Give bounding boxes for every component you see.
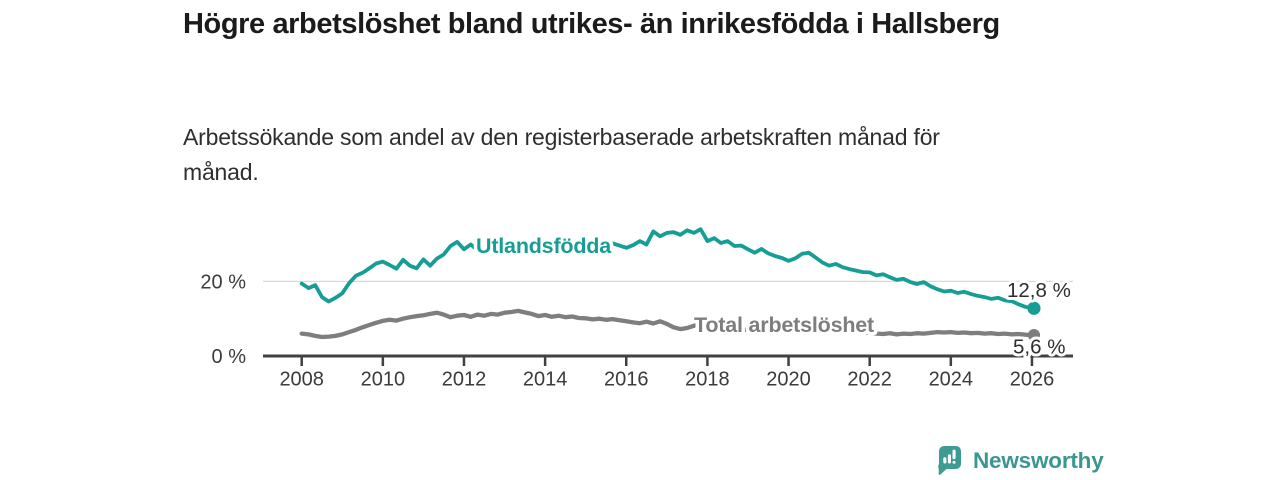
series-end-dot-utlandsfodda <box>1027 301 1041 315</box>
chart-title: Högre arbetslöshet bland utrikes- än inr… <box>183 8 1000 40</box>
x-axis-tick-label: 2016 <box>604 369 649 391</box>
x-axis-tick-label: 2018 <box>685 369 730 391</box>
series-end-value-label-utlandsfodda: 12,8 % <box>1007 279 1071 302</box>
x-axis-tick-label: 2014 <box>523 369 568 391</box>
x-axis-tick-label: 2024 <box>929 369 974 391</box>
newsworthy-logo-icon <box>938 446 961 475</box>
series-label-utlandsfodda: Utlandsfödda <box>476 234 612 258</box>
x-axis-tick-label: 2012 <box>442 369 487 391</box>
series-line-total <box>299 308 1035 340</box>
x-axis-tick-label: 2026 <box>1010 369 1055 391</box>
x-axis-tick-label: 2020 <box>766 369 811 391</box>
newsworthy-wordmark: Newsworthy <box>973 447 1104 473</box>
footer-branding: Newsworthy <box>935 445 1104 476</box>
y-axis-tick-label: 0 % <box>212 346 247 368</box>
series-end-dot-total <box>1027 329 1041 342</box>
chart-subtitle: Arbetssökande som andel av den registerb… <box>183 124 940 185</box>
x-axis-tick-label: 2022 <box>847 369 892 391</box>
series-label-total: Total arbetslöshet <box>694 313 874 337</box>
series-end-value-label-total: 5,6 % <box>1013 336 1065 359</box>
series-line-utlandsfodda <box>299 227 1034 311</box>
x-axis-tick-label: 2010 <box>361 369 406 391</box>
y-axis-tick-label: 20 % <box>200 271 246 293</box>
x-axis-tick-label: 2008 <box>279 369 324 391</box>
